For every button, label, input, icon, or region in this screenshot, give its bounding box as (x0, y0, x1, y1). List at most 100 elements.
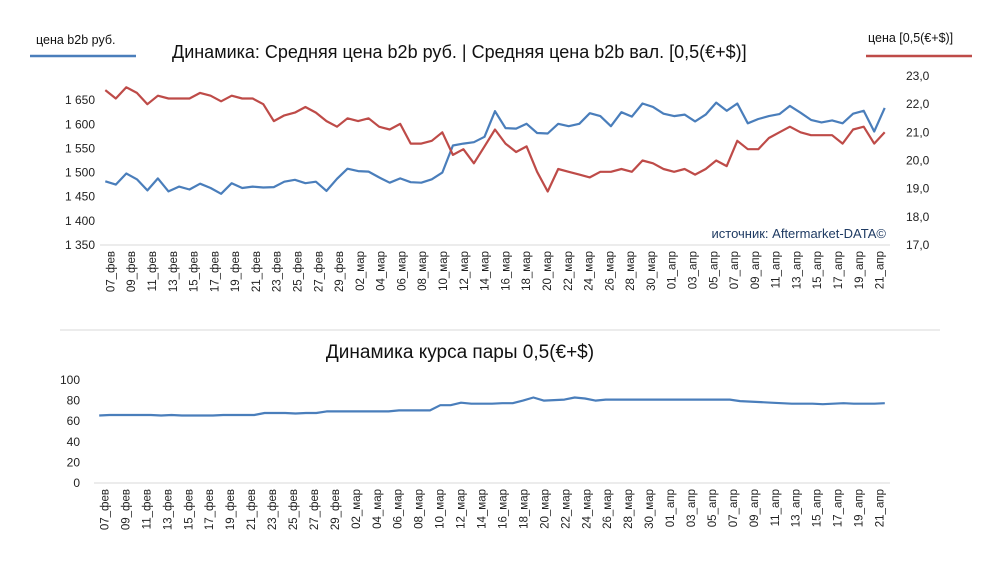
top-x-tick: 29_фев (334, 251, 346, 292)
top-x-tick: 22_мар (563, 251, 575, 291)
top-x-tick: 16_мар (500, 251, 512, 291)
bottom-x-tick: 17_фев (204, 489, 216, 530)
bottom-x-tick: 05_апр (707, 489, 719, 527)
top-y-right-tick: 19,0 (906, 182, 930, 196)
top-x-tick: 05_апр (708, 251, 720, 289)
bottom-x-tick: 17_апр (833, 489, 845, 527)
top-x-tick: 15_апр (812, 251, 824, 289)
top-x-tick: 15_фев (189, 251, 201, 292)
source-annotation: источник: Aftermarket-DATA© (712, 226, 887, 241)
bottom-x-tick: 15_фев (183, 489, 195, 530)
top-x-tick: 06_мар (396, 251, 408, 291)
top-x-tick: 13_апр (791, 251, 803, 289)
bottom-chart-title: Динамика курса пары 0,5(€+$) (326, 342, 594, 363)
top-x-tick: 12_мар (459, 251, 471, 291)
top-y-left-tick: 1 400 (65, 214, 95, 228)
top-x-tick: 17_апр (833, 251, 845, 289)
top-x-tick: 01_апр (667, 251, 679, 289)
top-x-tick: 13_фев (168, 251, 180, 292)
bottom-x-tick: 18_мар (518, 489, 530, 529)
top-x-tick: 28_мар (625, 251, 637, 291)
top-x-tick: 26_мар (604, 251, 616, 291)
bottom-y-tick: 40 (67, 435, 81, 449)
top-y-right-tick: 21,0 (906, 125, 930, 139)
top-x-tick: 07_фев (105, 251, 117, 292)
top-y-left-tick: 1 650 (65, 93, 95, 107)
top-y-right-tick: 17,0 (906, 238, 930, 252)
top-x-tick: 11_фев (147, 251, 159, 291)
bottom-x-tick: 25_фев (288, 489, 300, 530)
bottom-x-tick: 28_мар (623, 489, 635, 529)
top-x-tick: 20_мар (542, 251, 554, 291)
top-y-left-tick: 1 500 (65, 166, 95, 180)
bottom-x-tick: 24_мар (581, 489, 593, 529)
bottom-x-tick: 01_апр (665, 489, 677, 527)
top-x-tick: 11_апр (771, 251, 783, 288)
bottom-x-tick: 11_фев (141, 489, 153, 529)
bottom-x-tick: 11_апр (770, 489, 782, 526)
top-x-tick: 21_апр (875, 251, 887, 289)
bottom-x-tick: 23_фев (267, 489, 279, 530)
bottom-y-tick: 100 (60, 373, 80, 387)
top-x-tick: 21_фев (251, 251, 263, 292)
top-x-tick: 17_фев (209, 251, 221, 292)
top-plot: 1 350 1 400 1 450 1 500 1 550 1 600 1 650 17,0 1… (65, 69, 930, 292)
top-x-tick: 10_мар (438, 251, 450, 291)
bottom-y-tick: 0 (73, 476, 80, 490)
top-x-tick: 04_мар (376, 251, 388, 291)
bottom-x-tick: 07_фев (99, 489, 111, 530)
bottom-plot: 0 20 40 60 80 100 07_фев 09_фев 11_фев 13_фев 15_ф… (60, 373, 890, 530)
top-x-tick: 18_мар (521, 251, 533, 291)
bottom-x-tick: 03_апр (686, 489, 698, 527)
series-line-rub (104, 101, 886, 195)
top-x-tick: 23_фев (272, 251, 284, 292)
bottom-x-tick: 15_апр (812, 489, 824, 527)
legend-right-label: цена [0,5(€+$)] (868, 31, 953, 45)
bottom-x-tick: 21_фев (246, 489, 258, 530)
top-x-tick: 30_мар (646, 251, 658, 291)
top-x-tick: 09_фев (126, 251, 138, 292)
top-chart-title: Динамика: Средняя цена b2b руб. | Средня… (172, 42, 747, 62)
top-x-tick: 09_апр (750, 251, 762, 289)
bottom-x-tick: 12_мар (456, 489, 468, 529)
bottom-x-tick: 29_фев (330, 489, 342, 530)
top-x-tick: 14_мар (480, 251, 492, 291)
bottom-x-tick: 22_мар (560, 489, 572, 529)
top-y-left-tick: 1 450 (65, 190, 95, 204)
top-x-tick: 07_апр (729, 251, 741, 289)
bottom-x-tick: 07_апр (728, 489, 740, 527)
bottom-x-tick: 06_мар (393, 489, 405, 529)
bottom-x-tick: 19_фев (225, 489, 237, 530)
bottom-y-tick: 60 (67, 414, 81, 428)
bottom-x-tick: 13_фев (162, 489, 174, 530)
top-y-left-tick: 1 600 (65, 117, 95, 131)
bottom-x-tick: 30_мар (644, 489, 656, 529)
bottom-x-tick: 04_мар (372, 489, 384, 529)
top-y-right-tick: 18,0 (906, 210, 930, 224)
top-x-tick: 02_мар (355, 251, 367, 291)
top-x-tick: 19_апр (854, 251, 866, 289)
bottom-x-tick: 13_апр (791, 489, 803, 527)
top-x-tick: 27_фев (313, 251, 325, 292)
top-x-tick: 08_мар (417, 251, 429, 291)
bottom-x-tick: 19_апр (854, 489, 866, 527)
top-y-left-tick: 1 550 (65, 141, 95, 155)
top-x-tick: 25_фев (293, 251, 305, 292)
bottom-x-tick: 20_мар (539, 489, 551, 529)
bottom-y-tick: 20 (67, 455, 81, 469)
bottom-x-tick: 14_мар (477, 489, 489, 529)
top-y-left-tick: 1 350 (65, 238, 95, 252)
top-y-right-tick: 23,0 (906, 69, 930, 83)
bottom-x-tick: 27_фев (309, 489, 321, 530)
top-y-right-tick: 20,0 (906, 154, 930, 168)
top-y-right-tick: 22,0 (906, 97, 930, 111)
bottom-x-tick: 10_мар (435, 489, 447, 529)
top-x-tick: 19_фев (230, 251, 242, 292)
bottom-x-tick: 26_мар (602, 489, 614, 529)
top-x-tick: 03_апр (688, 251, 700, 289)
bottom-x-tick: 09_фев (120, 489, 132, 530)
bottom-y-tick: 80 (67, 394, 81, 408)
bottom-x-tick: 09_апр (749, 489, 761, 527)
legend-left-label: цена b2b руб. (36, 33, 115, 47)
